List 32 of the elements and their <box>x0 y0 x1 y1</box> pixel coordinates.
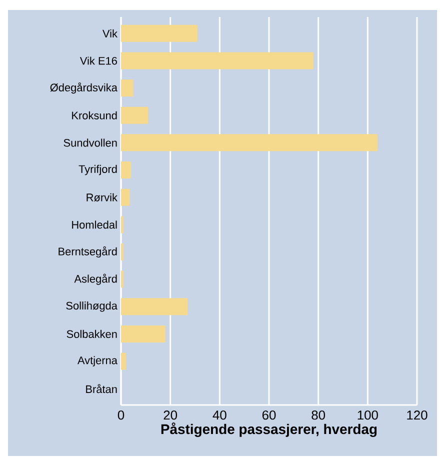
x-axis-title: Påstigende passasjerer, hverdag <box>161 422 377 437</box>
bar <box>121 325 166 342</box>
y-tick-label: Bråtan <box>86 384 117 394</box>
y-tick-label: Solbakken <box>66 330 117 338</box>
x-tick-label: 40 <box>212 410 226 420</box>
x-tick-label: 100 <box>358 410 378 420</box>
x-tick-label: 20 <box>164 410 178 420</box>
y-tick-label: Rørvik <box>86 193 118 202</box>
y-tick-label: Vik <box>102 29 118 38</box>
y-tick-label: Berntsegård <box>58 246 117 258</box>
y-tick-label: Vik E16 <box>80 56 117 65</box>
x-tick-label: 80 <box>312 410 326 420</box>
bar <box>121 188 130 206</box>
y-tick-label: Homledal <box>72 220 117 229</box>
bar <box>121 134 378 152</box>
bar <box>121 106 148 124</box>
y-tick-label: Ødegårdsvika <box>50 82 118 94</box>
y-tick-label: Kroksund <box>72 111 117 120</box>
bar <box>121 80 134 97</box>
y-tick-label: Avtjerna <box>77 356 118 366</box>
bar <box>121 52 314 70</box>
x-tick-label: 120 <box>407 410 428 420</box>
bar <box>121 352 126 370</box>
x-tick-label: 60 <box>262 410 276 420</box>
bar <box>121 162 131 179</box>
y-tick-label: Sollihøgda <box>66 302 118 312</box>
bar <box>121 298 188 316</box>
y-tick-label: Sundvollen <box>64 138 117 147</box>
y-tick-label: Tyrifjord <box>78 164 117 176</box>
x-tick-label: 0 <box>118 410 124 420</box>
y-tick-label: Aslegård <box>74 274 117 285</box>
bar <box>121 24 198 42</box>
